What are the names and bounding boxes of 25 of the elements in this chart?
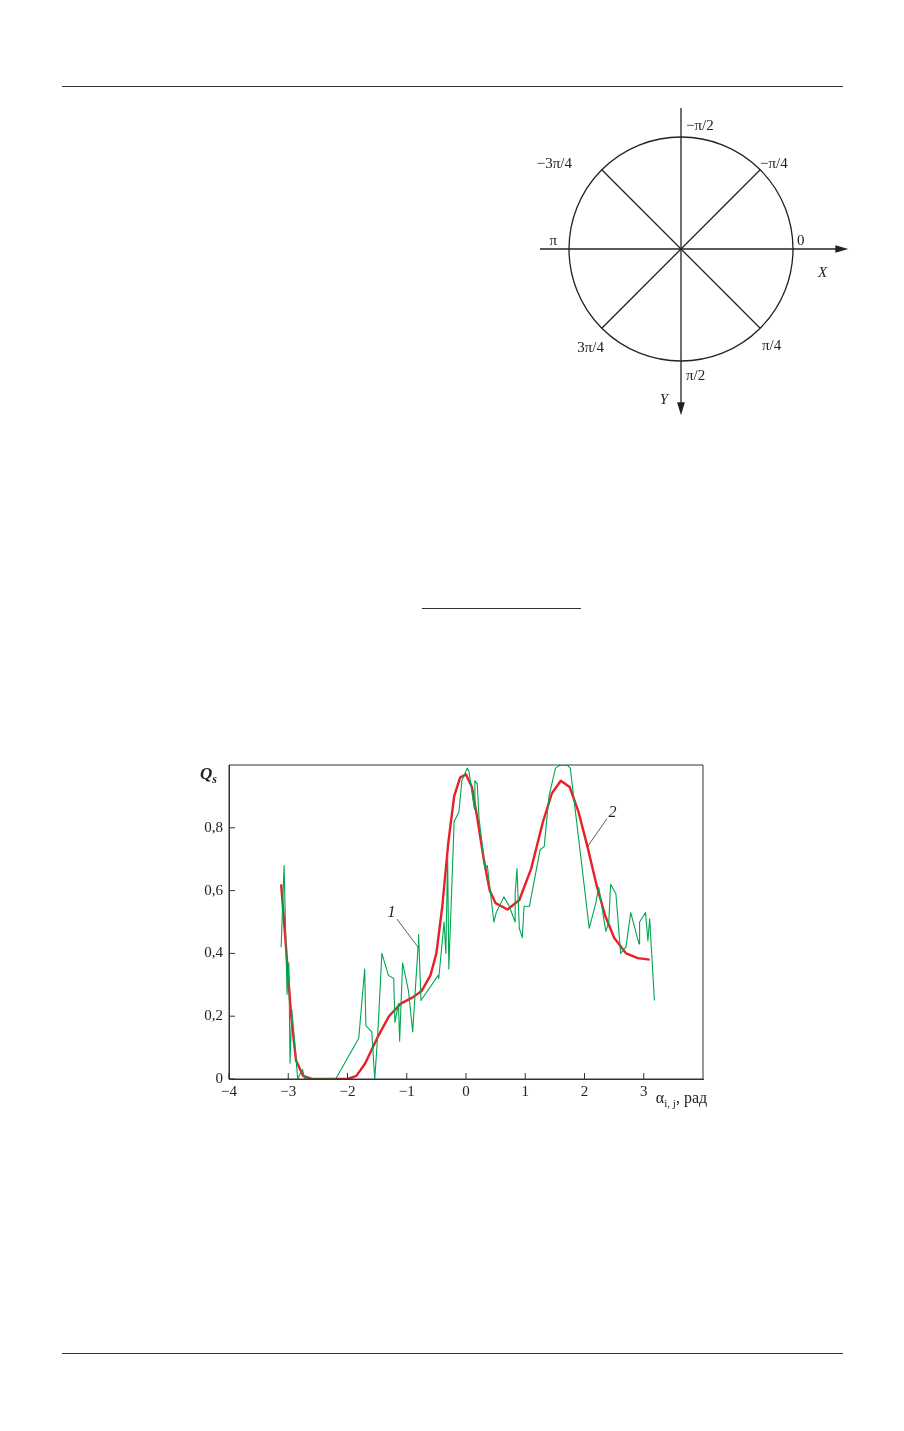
- y-tick-label: 0,2: [204, 1007, 223, 1024]
- text: π/4: [762, 337, 782, 353]
- y-tick-label: 0: [215, 1069, 223, 1086]
- text: −3π/4: [536, 155, 573, 171]
- text: π/2: [686, 367, 706, 383]
- text: −π/2: [686, 117, 714, 133]
- text: Y: [659, 391, 670, 407]
- x-tick-label: −3: [280, 1082, 297, 1099]
- x-tick-label: 2: [580, 1082, 589, 1099]
- x-tick-label: 1: [521, 1082, 529, 1099]
- x-tick-label: −1: [398, 1082, 415, 1099]
- text: 3π/4: [577, 339, 605, 355]
- y-tick-label: 0,6: [204, 881, 224, 898]
- text: π: [549, 232, 558, 248]
- text: X: [817, 264, 828, 280]
- x-tick-label: −2: [339, 1082, 356, 1099]
- series-label: 1: [387, 903, 396, 921]
- y-tick-label: 0,8: [204, 818, 223, 835]
- x-tick-label: −4: [221, 1082, 238, 1099]
- x-tick-label: 3: [640, 1082, 648, 1099]
- series-label: 2: [608, 802, 617, 820]
- text: 0: [797, 232, 805, 248]
- y-tick-label: 0,4: [204, 944, 224, 961]
- x-tick-label: 0: [462, 1082, 470, 1099]
- text: −π/4: [760, 155, 789, 171]
